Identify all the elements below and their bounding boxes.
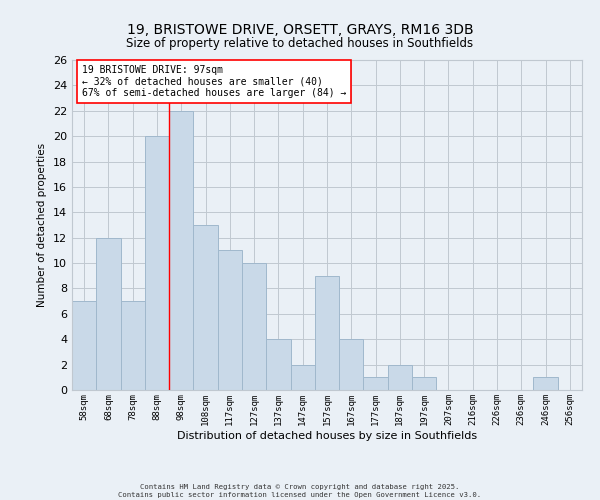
Bar bbox=[193, 225, 218, 390]
Bar bbox=[242, 263, 266, 390]
Bar bbox=[290, 364, 315, 390]
Y-axis label: Number of detached properties: Number of detached properties bbox=[37, 143, 47, 307]
Bar bbox=[315, 276, 339, 390]
Bar bbox=[533, 378, 558, 390]
Bar bbox=[412, 378, 436, 390]
Bar bbox=[96, 238, 121, 390]
Bar bbox=[266, 339, 290, 390]
Bar bbox=[218, 250, 242, 390]
Bar bbox=[339, 339, 364, 390]
Text: 19, BRISTOWE DRIVE, ORSETT, GRAYS, RM16 3DB: 19, BRISTOWE DRIVE, ORSETT, GRAYS, RM16 … bbox=[127, 22, 473, 36]
Text: Size of property relative to detached houses in Southfields: Size of property relative to detached ho… bbox=[127, 38, 473, 51]
Bar bbox=[364, 378, 388, 390]
Bar bbox=[169, 111, 193, 390]
Bar bbox=[121, 301, 145, 390]
Bar bbox=[72, 301, 96, 390]
Text: Contains HM Land Registry data © Crown copyright and database right 2025.
Contai: Contains HM Land Registry data © Crown c… bbox=[118, 484, 482, 498]
Bar bbox=[388, 364, 412, 390]
Bar bbox=[145, 136, 169, 390]
Text: 19 BRISTOWE DRIVE: 97sqm
← 32% of detached houses are smaller (40)
67% of semi-d: 19 BRISTOWE DRIVE: 97sqm ← 32% of detach… bbox=[82, 65, 347, 98]
X-axis label: Distribution of detached houses by size in Southfields: Distribution of detached houses by size … bbox=[177, 430, 477, 440]
